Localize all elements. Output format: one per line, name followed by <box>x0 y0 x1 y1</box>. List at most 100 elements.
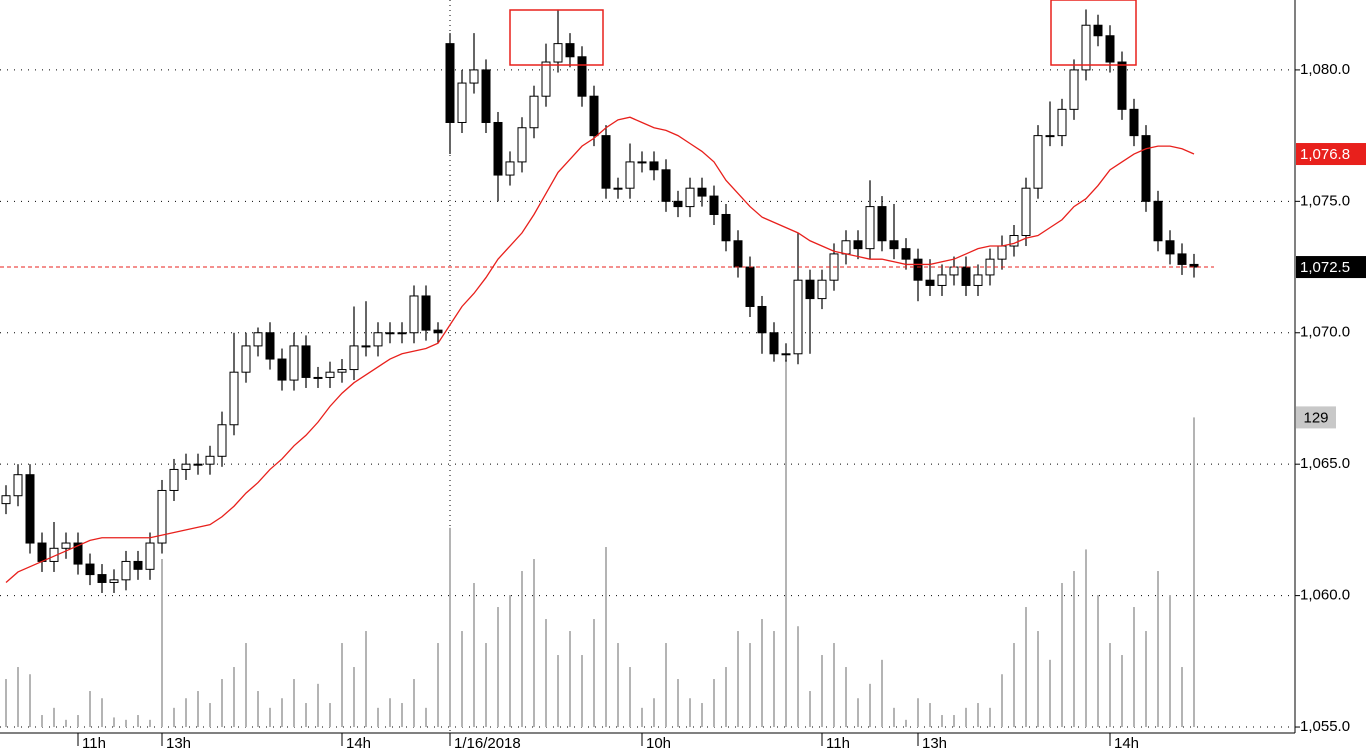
volume-bar <box>893 707 895 728</box>
volume-bar <box>617 643 619 728</box>
volume-bar <box>17 667 19 728</box>
volume-bar <box>1109 643 1111 728</box>
x-tick-label: 10h <box>646 735 671 752</box>
candle-body <box>241 345 251 373</box>
candle-body <box>25 474 35 544</box>
candle-body <box>61 542 71 549</box>
candle-body <box>781 353 791 356</box>
volume-bar <box>89 691 91 728</box>
candle-body <box>373 332 383 347</box>
candle-body <box>253 332 263 347</box>
candle-body <box>601 135 611 189</box>
candle-body <box>769 332 779 355</box>
candle-body <box>1057 108 1067 137</box>
volume-bar <box>1193 417 1195 728</box>
volume-bar <box>1085 549 1087 728</box>
volume-bar <box>365 631 367 728</box>
volume-bar <box>857 698 859 728</box>
candle-body <box>1045 135 1055 138</box>
volume-bar <box>437 643 439 728</box>
volume-bar <box>389 698 391 728</box>
volume-bar <box>569 631 571 728</box>
volume-bar <box>65 719 67 728</box>
volume-bar <box>233 667 235 728</box>
volume-bar <box>113 717 115 728</box>
volume-bar <box>329 703 331 728</box>
x-tick-label: 11h <box>826 735 850 752</box>
volume-bar <box>941 715 943 728</box>
candle-body <box>661 169 671 202</box>
candle-body <box>289 345 299 381</box>
candle-body <box>349 345 359 371</box>
candle-body <box>361 345 371 348</box>
candle-body <box>1093 24 1103 37</box>
candle-body <box>697 187 707 197</box>
volume-bar <box>1013 643 1015 728</box>
candle-body <box>1117 61 1127 110</box>
volume-bar <box>809 691 811 728</box>
candle-body <box>565 43 575 58</box>
volume-bar <box>833 643 835 728</box>
volume-bar <box>905 719 907 728</box>
volume-bar <box>425 707 427 728</box>
volume-bar <box>533 559 535 728</box>
volume-bar <box>1073 571 1075 728</box>
candle-body <box>397 332 407 335</box>
y-tick-label: 1,075.0 <box>1300 192 1350 209</box>
volume-bar <box>413 679 415 728</box>
candle-body <box>1105 35 1115 63</box>
volume-bar <box>605 547 607 728</box>
candle-body <box>685 187 695 208</box>
volume-bar <box>1157 571 1159 728</box>
volume-bar <box>785 359 787 728</box>
volume-bar <box>305 703 307 728</box>
volume-bar <box>41 715 43 728</box>
volume-bar <box>545 619 547 728</box>
volume-bar <box>581 655 583 728</box>
price-marker-label: 1,072.5 <box>1300 259 1350 276</box>
volume-bar <box>125 719 127 728</box>
volume-bar <box>29 674 31 728</box>
candle-body <box>973 274 983 286</box>
candle-body <box>529 95 539 129</box>
volume-bar <box>377 707 379 728</box>
candle-body <box>445 43 455 123</box>
candle-body <box>1129 108 1139 137</box>
y-tick-label: 1,055.0 <box>1300 718 1350 735</box>
volume-bar <box>773 631 775 728</box>
volume-bar <box>317 683 319 728</box>
volume-bar <box>353 667 355 728</box>
volume-bars <box>5 359 1195 728</box>
candle-body <box>229 371 239 426</box>
candle-body <box>997 245 1007 260</box>
volume-bar <box>1121 655 1123 728</box>
volume-bar <box>593 619 595 728</box>
volume-bar <box>461 631 463 728</box>
candle-body <box>157 489 167 544</box>
candle-body <box>709 195 719 215</box>
y-tick-label: 1,070.0 <box>1300 324 1350 341</box>
candle-body <box>793 279 803 355</box>
candle-body <box>1165 240 1175 255</box>
candle-body <box>865 206 875 250</box>
volume-bar <box>1145 631 1147 728</box>
candle-body <box>553 43 563 63</box>
volume-bar <box>977 703 979 728</box>
volume-bar <box>881 659 883 728</box>
candle-body <box>301 345 311 378</box>
volume-bar <box>293 679 295 728</box>
candle-body <box>109 579 119 583</box>
volume-bar <box>653 698 655 728</box>
x-tick-label: 13h <box>166 735 191 752</box>
volume-bar <box>725 667 727 728</box>
candle-body <box>457 82 467 123</box>
volume-bar <box>341 643 343 728</box>
candle-body <box>493 121 503 176</box>
candle-body <box>577 56 587 97</box>
volume-bar <box>521 571 523 728</box>
volume-bar <box>665 643 667 728</box>
price-marker-label: 1,076.8 <box>1300 146 1350 163</box>
volume-bar <box>221 679 223 728</box>
